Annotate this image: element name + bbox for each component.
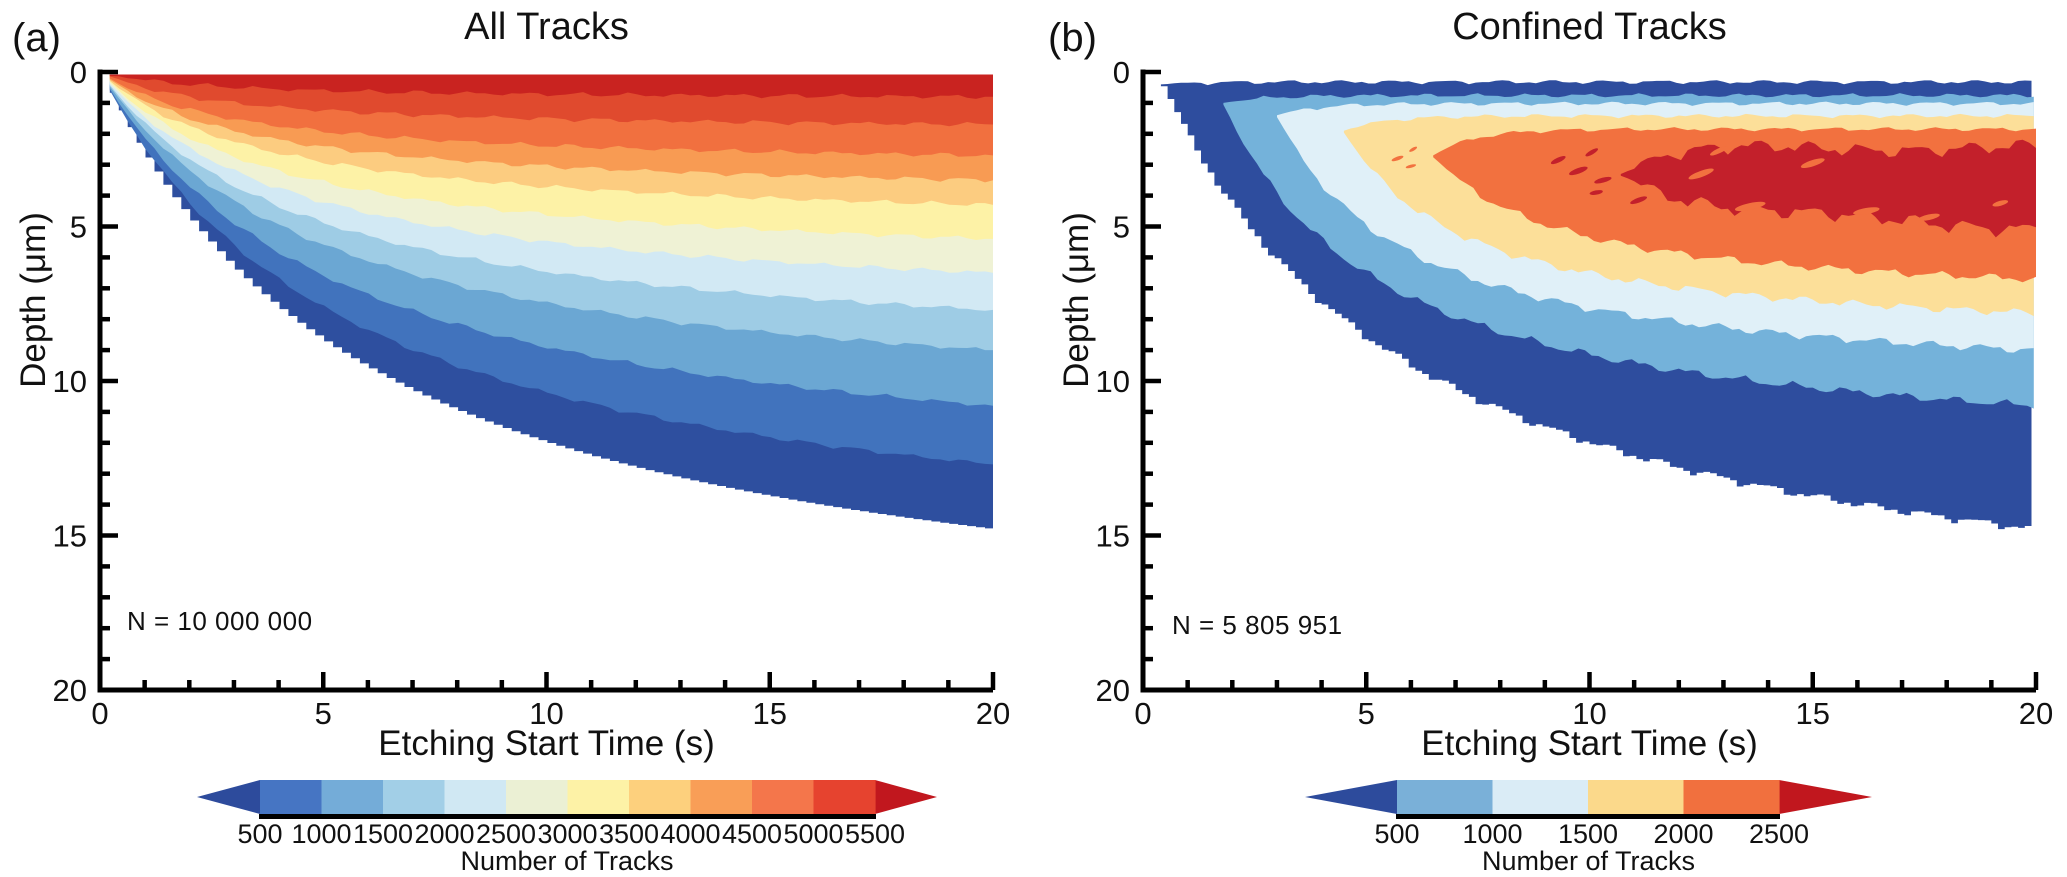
- colorbar-tick-label: 4500: [722, 819, 782, 849]
- y-tick-label: 20: [53, 673, 87, 708]
- panel-a-n-annotation: N = 10 000 000: [127, 606, 313, 636]
- colorbar-right-arrow: [1779, 780, 1872, 814]
- colorbar-segment: [1397, 780, 1494, 814]
- y-tick-label: 10: [1096, 364, 1130, 399]
- contour-speckle: [1594, 176, 1612, 184]
- colorbar-segment: [506, 780, 569, 814]
- colorbar-tick-label: 3000: [537, 819, 597, 849]
- colorbar-segment: [260, 780, 323, 814]
- band-a-5500: [109, 74, 994, 99]
- colorbar-segment: [383, 780, 446, 814]
- contour-bands-a: [109, 74, 994, 530]
- x-tick-label: 20: [2019, 696, 2053, 731]
- y-tick-label: 5: [70, 210, 87, 245]
- colorbar-tick-label: 2500: [476, 819, 536, 849]
- contour-speckle: [1630, 196, 1648, 205]
- y-tick-label: 20: [1096, 673, 1130, 708]
- contour-speckle: [1992, 200, 2009, 207]
- contour-bands-b: [1160, 80, 2036, 530]
- colorbar-tick-label: 2500: [1749, 819, 1809, 849]
- colorbar-tick-label: 1500: [353, 819, 413, 849]
- colorbar-segment: [752, 780, 815, 814]
- x-tick-label: 15: [1796, 696, 1830, 731]
- contour-speckle: [1550, 155, 1566, 165]
- x-tick-label: 0: [91, 696, 108, 731]
- panel-a-title: All Tracks: [464, 6, 629, 48]
- panel-b-x-axis-label: Etching Start Time (s): [1421, 724, 1758, 763]
- colorbar-tick-label: 5000: [783, 819, 843, 849]
- colorbar-segment: [1683, 780, 1780, 814]
- colorbar-tick-label: 2000: [414, 819, 474, 849]
- contour-speckle: [1710, 146, 1728, 156]
- contour-speckle: [1589, 190, 1603, 195]
- colorbar-tick-label: 2000: [1653, 819, 1713, 849]
- contour-speckle: [1405, 164, 1417, 169]
- x-tick-label: 10: [1572, 696, 1606, 731]
- colorbar-a: 500 1000 1500 2000 2500 3000 3500 4000 4500 5000 5…: [197, 780, 937, 849]
- panel-a-colorbar-caption: Number of Tracks: [460, 846, 674, 876]
- colorbar-tick-label: 1000: [1462, 819, 1522, 849]
- colorbar-tick-label: 4000: [660, 819, 720, 849]
- band-b-2500: [1620, 139, 2036, 238]
- x-tick-label: 20: [976, 696, 1010, 731]
- contour-speckle: [1391, 155, 1404, 162]
- colorbar-b: 500 1000 1500 2000 2500: [1305, 780, 1872, 849]
- colorbar-tick-label: 500: [1374, 819, 1419, 849]
- colorbar-segment: [690, 780, 753, 814]
- colorbar-left-arrow: [1305, 780, 1397, 814]
- colorbar-segment: [1492, 780, 1589, 814]
- panel-a-letter: (a): [12, 16, 61, 60]
- x-tick-label: 10: [529, 696, 563, 731]
- panel-b-y-axis-label: Depth (μm): [1057, 212, 1096, 388]
- colorbar-tick-label: 1500: [1558, 819, 1618, 849]
- colorbar-segment: [629, 780, 692, 814]
- panel-a-y-axis-label: Depth (μm): [14, 212, 53, 388]
- colorbar-segment: [567, 780, 630, 814]
- panel-a-x-axis-label: Etching Start Time (s): [378, 724, 715, 763]
- panel-b-colorbar-caption: Number of Tracks: [1481, 846, 1696, 876]
- panel-b-n-annotation: N = 5 805 951: [1172, 610, 1343, 640]
- x-tick-label: 0: [1134, 696, 1151, 731]
- contour-speckle: [1853, 207, 1880, 215]
- y-tick-label: 15: [53, 519, 87, 554]
- colorbar-segment: [1588, 780, 1685, 814]
- x-tick-label: 15: [753, 696, 787, 731]
- colorbar-segment: [813, 780, 876, 814]
- contour-speckle: [1585, 148, 1599, 157]
- contour-speckle: [1800, 158, 1825, 169]
- colorbar-left-arrow: [197, 780, 260, 814]
- y-tick-label: 5: [1113, 210, 1130, 245]
- colorbar-tick-label: 5500: [845, 819, 905, 849]
- y-tick-label: 0: [1113, 55, 1130, 90]
- colorbar-segment: [321, 780, 384, 814]
- colorbar-tick-label: 500: [237, 819, 282, 849]
- y-tick-label: 15: [1096, 519, 1130, 554]
- contour-speckle: [1688, 168, 1714, 180]
- x-tick-label: 5: [1358, 696, 1375, 731]
- contour-speckle: [1569, 166, 1588, 176]
- y-tick-label: 0: [70, 55, 87, 90]
- ticks-b: [1140, 69, 2039, 693]
- y-tick-label: 10: [53, 364, 87, 399]
- ticks-a: [97, 69, 996, 693]
- panel-b-letter: (b): [1048, 16, 1097, 60]
- contour-speckle: [1409, 146, 1418, 152]
- colorbar-right-arrow: [875, 780, 937, 814]
- x-tick-label: 5: [315, 696, 332, 731]
- panel-b-title: Confined Tracks: [1452, 6, 1727, 48]
- colorbar-segment: [444, 780, 507, 814]
- colorbar-tick-label: 3500: [599, 819, 659, 849]
- contour-speckle: [1734, 201, 1766, 212]
- contour-speckle: [1917, 213, 1940, 221]
- colorbar-tick-label: 1000: [291, 819, 351, 849]
